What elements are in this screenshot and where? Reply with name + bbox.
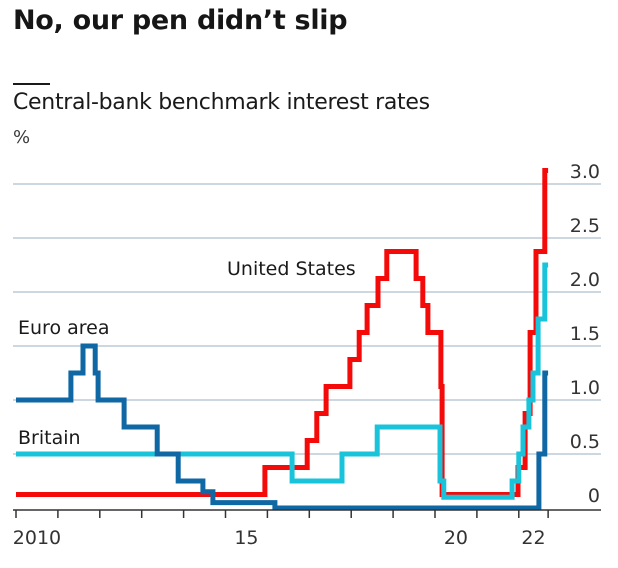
series-annotations: United States Euro area Britain <box>18 258 356 449</box>
series-line-euro-area <box>16 343 549 511</box>
series-label-euro-area: Euro area <box>18 317 109 339</box>
y-unit-label: % <box>13 127 31 148</box>
series-lines <box>16 168 549 511</box>
headline-rule <box>13 83 50 85</box>
series-label-united-states: United States <box>227 258 356 280</box>
series-line-britain <box>16 262 549 500</box>
chart-headline: No, our pen didn’t slip <box>13 5 348 36</box>
y-tick-label: 0 <box>588 485 600 507</box>
x-tick-label: 22 <box>521 527 545 549</box>
x-tick-label: 15 <box>234 527 258 549</box>
y-tick-label: 1.5 <box>570 323 600 345</box>
x-axis: 2010 15 20 22 <box>13 509 601 549</box>
y-tick-label: 3.0 <box>570 161 600 183</box>
x-tick-label: 2010 <box>13 527 61 549</box>
y-tick-label: 2.0 <box>570 269 600 291</box>
chart-subtitle: Central-bank benchmark interest rates <box>13 90 430 115</box>
series-label-britain: Britain <box>18 427 81 449</box>
y-tick-label: 2.5 <box>570 215 600 237</box>
y-tick-label: 1.0 <box>570 377 600 399</box>
y-axis-labels: 0 0.5 1.0 1.5 2.0 2.5 3.0 <box>570 161 600 507</box>
x-tick-label: 20 <box>444 527 468 549</box>
y-tick-label: 0.5 <box>570 431 600 453</box>
